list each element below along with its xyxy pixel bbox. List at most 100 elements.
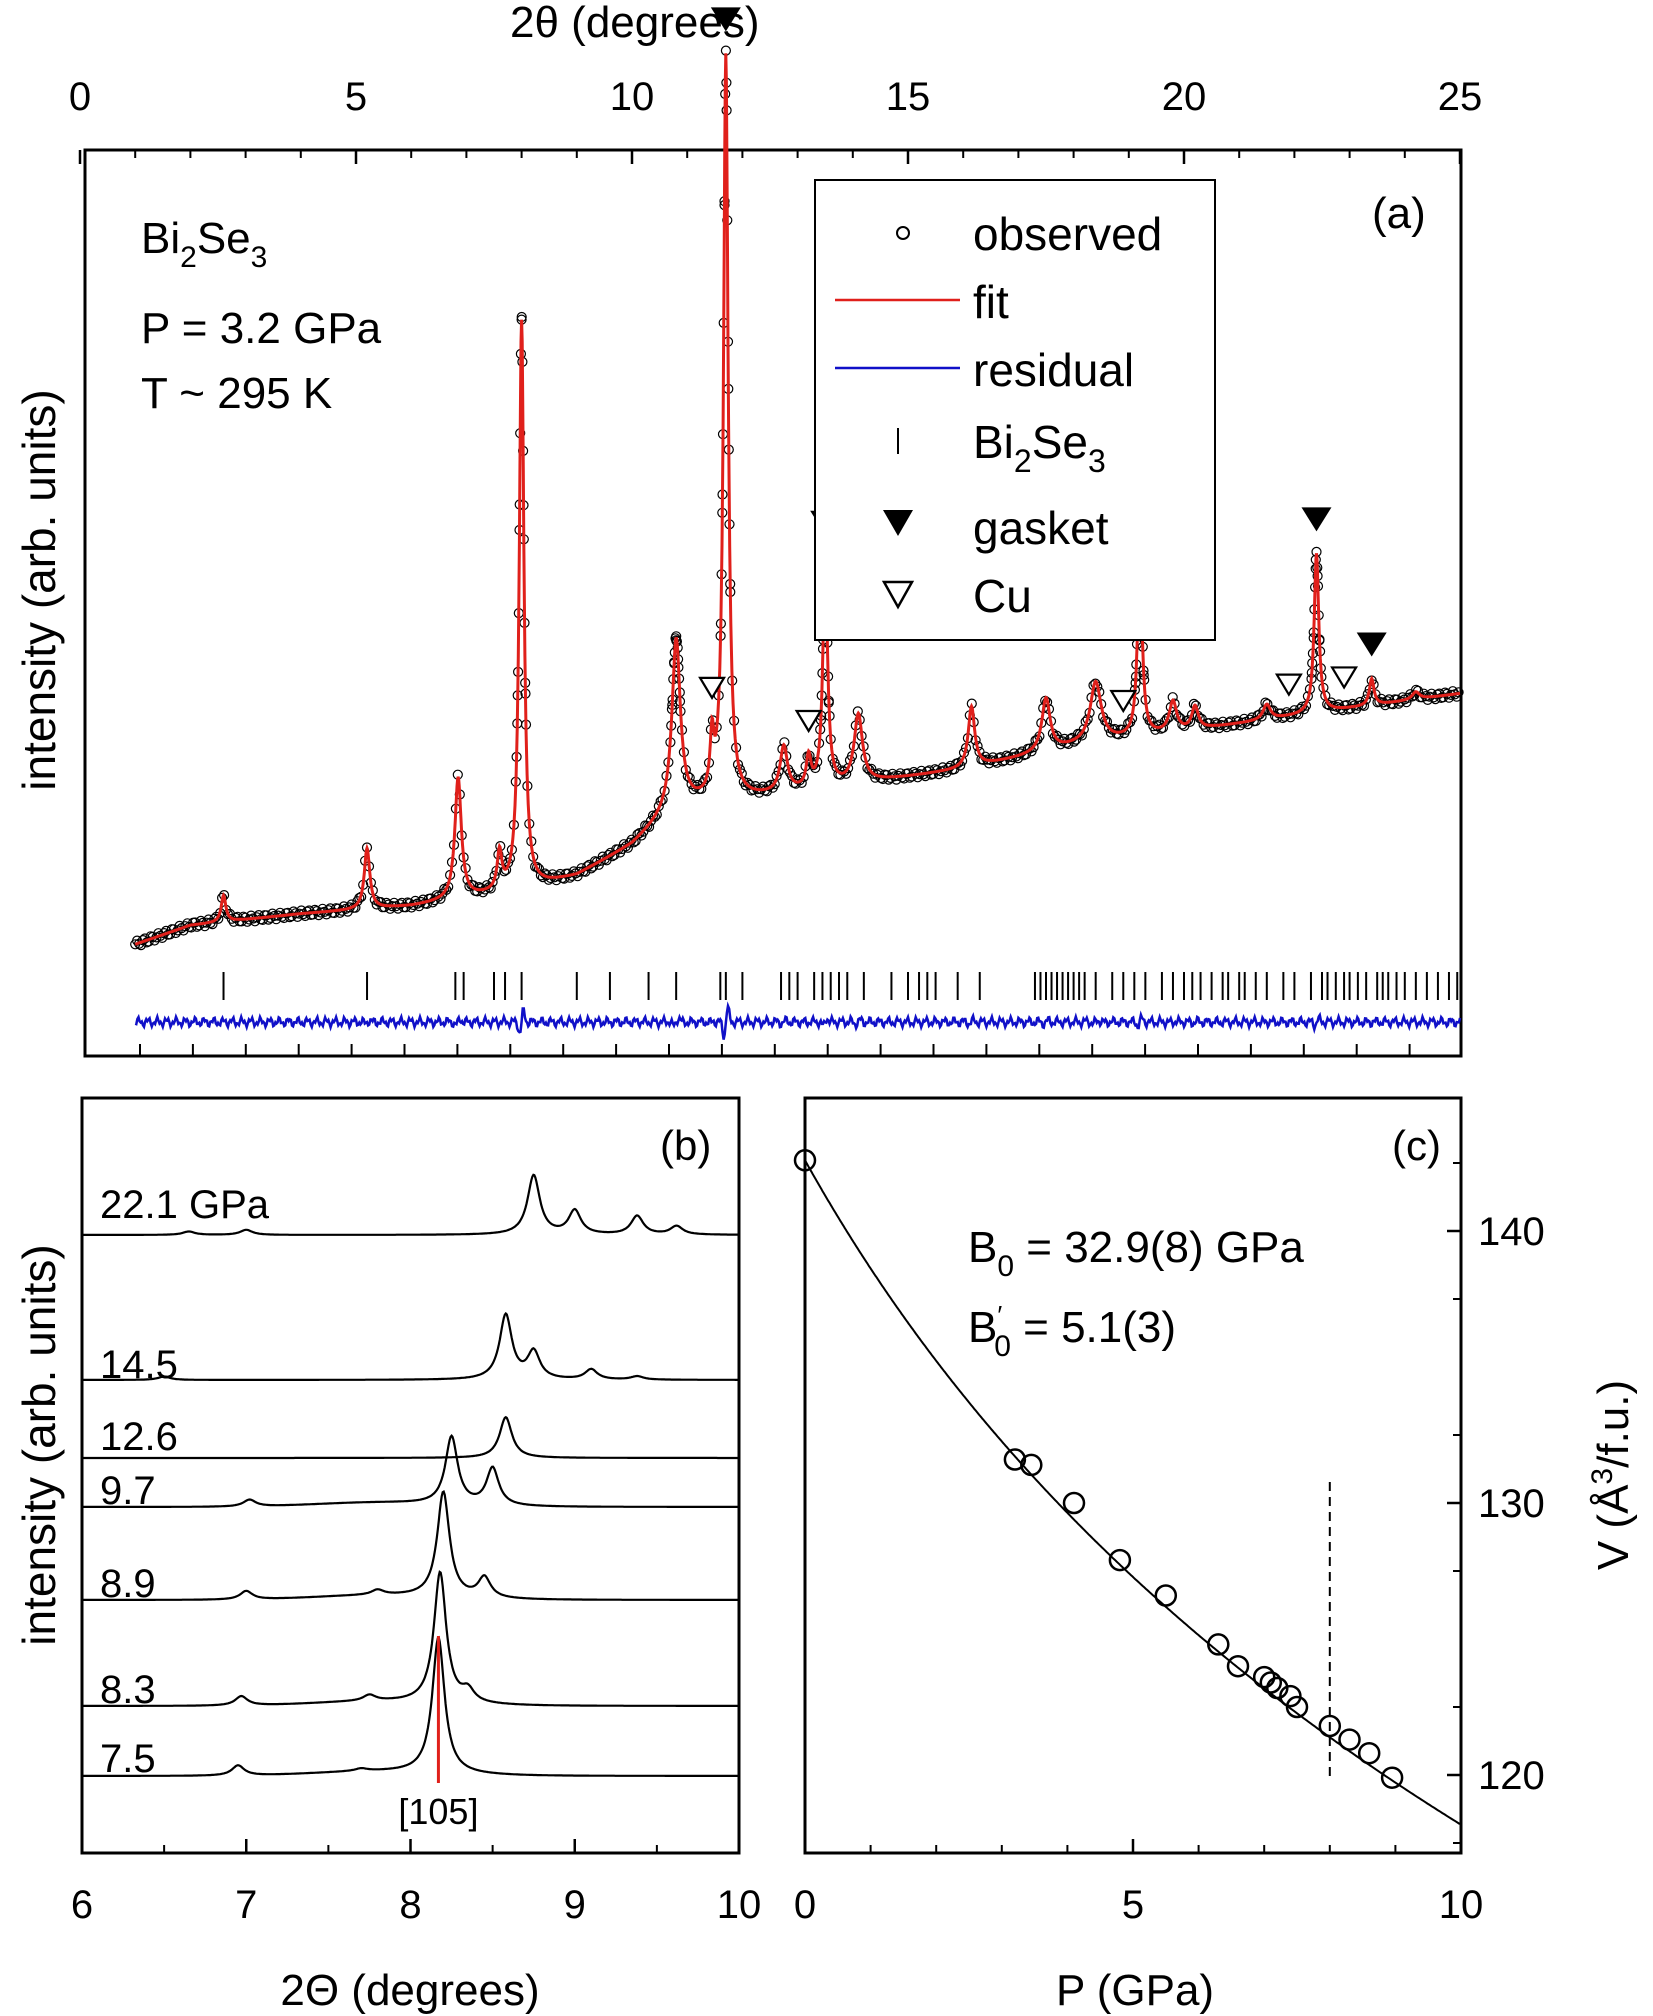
pressure-label: 12.6 xyxy=(100,1415,178,1459)
pressure-pattern xyxy=(82,1433,739,1508)
gasket-marker xyxy=(1301,507,1332,532)
volume-point xyxy=(1318,1714,1342,1738)
compound-base: Bi xyxy=(141,214,180,263)
panel-b-label: (b) xyxy=(660,1122,711,1169)
pressure-label: 14.5 xyxy=(100,1343,178,1387)
observed-point xyxy=(864,764,875,776)
observed-point xyxy=(765,779,776,790)
panel-a-bottom-ticks xyxy=(139,1044,1411,1056)
c-x-tick-label: 0 xyxy=(794,1883,816,1927)
volume-point xyxy=(1108,1548,1132,1572)
observed-point xyxy=(1296,701,1308,712)
legend-cu-label: Cu xyxy=(973,570,1032,622)
c-y-tick-label: 130 xyxy=(1478,1482,1545,1526)
observed-point xyxy=(309,904,320,916)
volume-point xyxy=(1226,1654,1250,1678)
peak-105-label: [105] xyxy=(398,1791,478,1832)
observed-points xyxy=(130,45,1464,951)
observed-point xyxy=(1341,699,1352,711)
volume-data-points xyxy=(793,1149,1404,1789)
temperature-label: T ~ 295 K xyxy=(141,369,332,418)
observed-point xyxy=(1078,724,1089,735)
gasket-marker xyxy=(1356,632,1387,657)
pressure-pattern xyxy=(82,1415,739,1460)
bi2se3-reflection-ticks xyxy=(222,972,1459,1000)
volume-point xyxy=(1003,1448,1027,1471)
panel-c-y-label: V (Å3/f.u.) xyxy=(1586,1380,1638,1570)
volume-point xyxy=(1207,1633,1230,1656)
pressure-label: 22.1 GPa xyxy=(100,1183,270,1227)
b-tick-label: 9 xyxy=(564,1883,586,1927)
pressure-pattern xyxy=(82,1635,739,1777)
volume-point xyxy=(1020,1453,1043,1477)
compound-sub1: 2 xyxy=(180,241,197,274)
pressure-pattern xyxy=(82,1173,739,1236)
gasket-marker xyxy=(710,7,741,32)
volume-point xyxy=(1380,1766,1404,1789)
pressure-label: 9.7 xyxy=(100,1469,156,1513)
b0-text: = 32.9(8) GPa xyxy=(1014,1223,1304,1272)
volume-point xyxy=(1279,1684,1302,1708)
c-ylabel-prefix: V ( xyxy=(1589,1514,1638,1571)
observed-point xyxy=(1360,694,1372,705)
observed-point xyxy=(1295,703,1306,715)
volume-point xyxy=(1266,1676,1289,1700)
c-ylabel-suffix: /f.u.) xyxy=(1589,1380,1638,1468)
pressure-label: 8.3 xyxy=(100,1668,156,1712)
legend-residual-label: residual xyxy=(973,344,1134,396)
observed-point xyxy=(842,763,854,774)
volume-point xyxy=(793,1149,817,1172)
panel-a: 0 5 10 15 20 25 2θ (degrees) intensity (arb. … xyxy=(13,0,1482,1058)
b0-prime-label: B′ 0 = 5.1(3) xyxy=(968,1300,1176,1363)
panel-a-frame xyxy=(83,148,1463,1058)
observed-point xyxy=(134,938,145,949)
observed-point xyxy=(501,864,512,876)
panel-c-x-label: P (GPa) xyxy=(1056,1966,1214,2015)
cu-marker xyxy=(698,676,726,700)
pressure-label: P = 3.2 GPa xyxy=(141,304,382,353)
legend-observed-symbol xyxy=(896,226,910,240)
observed-point xyxy=(649,811,661,822)
a-top-tick-label: 15 xyxy=(886,75,931,119)
volume-point xyxy=(1338,1728,1361,1751)
observed-point xyxy=(1451,691,1462,702)
c-y-tick-label: 120 xyxy=(1478,1754,1545,1798)
pressure-pattern xyxy=(82,1311,739,1381)
compound-mid: Se xyxy=(197,214,251,263)
a-top-tick-label: 20 xyxy=(1162,75,1207,119)
observed-point xyxy=(624,837,635,848)
legend-box xyxy=(814,179,1216,641)
c-x-tick-label: 10 xyxy=(1439,1883,1484,1927)
b-tick-label: 8 xyxy=(399,1883,421,1927)
panel-a-label: (a) xyxy=(1372,189,1426,238)
b0-sub: 0 xyxy=(997,1250,1014,1283)
panel-c-label: (c) xyxy=(1392,1122,1441,1169)
cu-marker xyxy=(1330,666,1359,690)
observed-point xyxy=(531,861,543,873)
observed-point xyxy=(1090,678,1101,689)
volume-point xyxy=(1252,1665,1276,1689)
observed-point xyxy=(1347,698,1358,710)
observed-point xyxy=(487,876,498,888)
legend-fit-label: fit xyxy=(973,276,1009,328)
b-tick-label: 10 xyxy=(717,1883,762,1927)
volume-point xyxy=(1259,1671,1283,1694)
legend-phase-label: Bi2Se3 xyxy=(973,416,1106,479)
panel-c-frame xyxy=(803,1096,1463,1855)
volume-point xyxy=(1062,1491,1086,1515)
b0p-sub: 0 xyxy=(994,1330,1011,1363)
c-y-tick-label: 140 xyxy=(1478,1210,1545,1254)
legend-observed-label: observed xyxy=(973,208,1162,260)
a-top-tick-label: 10 xyxy=(610,75,655,119)
pressure-label: 8.9 xyxy=(100,1562,156,1606)
observed-point xyxy=(278,912,290,924)
legend-cu-symbol xyxy=(881,580,915,610)
observed-point xyxy=(991,757,1003,768)
compound-sub2: 3 xyxy=(251,241,268,274)
compound-label: Bi2Se3 xyxy=(141,214,267,274)
cu-marker xyxy=(794,709,823,734)
volume-point xyxy=(1154,1584,1178,1607)
cu-marker xyxy=(1274,673,1303,697)
volume-point xyxy=(1357,1741,1381,1765)
